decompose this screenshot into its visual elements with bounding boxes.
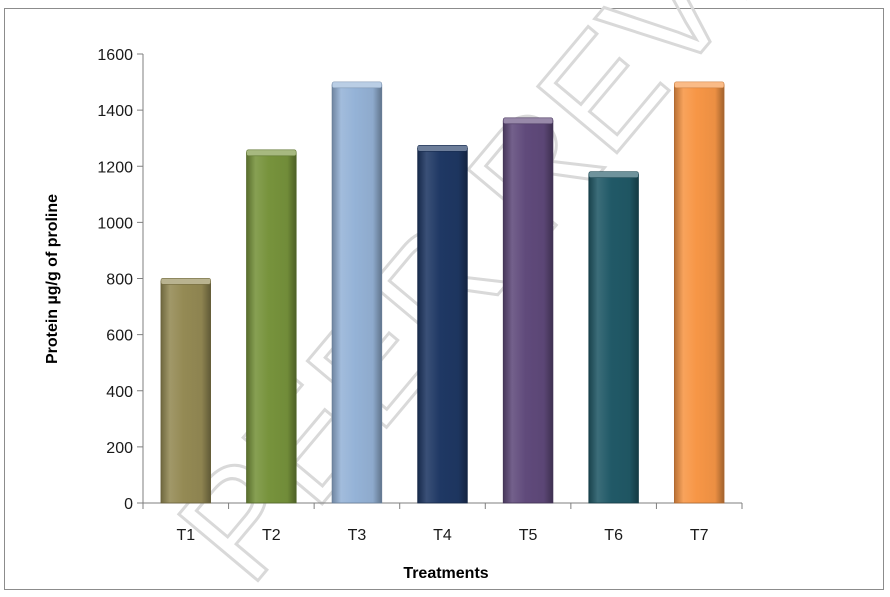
y-tick-label: 800: [106, 272, 133, 289]
y-tick-label: 1200: [97, 159, 133, 176]
x-tick-label: T5: [519, 527, 538, 544]
y-tick-label: 1600: [97, 47, 133, 64]
y-tick-label: 1000: [97, 215, 133, 232]
y-tick-label: 400: [106, 384, 133, 401]
x-tick-label: T6: [604, 527, 623, 544]
bar-cap: [588, 171, 639, 178]
x-tick-label: T1: [176, 527, 195, 544]
bar-cap: [674, 81, 725, 89]
y-axis: 0 200 400 600 800 1000 1200 1400 1600: [97, 47, 144, 513]
bar-cap: [160, 278, 211, 285]
y-tick-label: 0: [124, 496, 133, 513]
bars: [160, 81, 725, 504]
bar-t2: [246, 152, 297, 504]
bar-t3: [331, 84, 383, 504]
y-tick-label: 1400: [97, 103, 133, 120]
bar-t1: [160, 280, 212, 504]
x-tick-label: T4: [433, 527, 452, 544]
bar-t6: [588, 174, 639, 504]
x-tick-label: T3: [348, 527, 367, 544]
x-tick-label: T7: [690, 527, 709, 544]
bar-t4: [417, 147, 468, 504]
x-axis: T1 T2 T3 T4 T5 T6 T7: [142, 502, 743, 544]
bar-cap: [417, 144, 468, 152]
x-axis-title: Treatments: [403, 565, 488, 582]
y-tick-label: 200: [106, 440, 133, 457]
bar-cap: [502, 117, 554, 125]
y-tick-label: 600: [106, 328, 133, 345]
bar-cap: [331, 81, 383, 89]
bar-t5: [502, 120, 554, 504]
y-axis-title: Protein µg/g of proline: [44, 194, 61, 364]
bar-t7: [673, 84, 725, 504]
bar-cap: [246, 149, 297, 157]
x-tick-label: T2: [262, 527, 281, 544]
